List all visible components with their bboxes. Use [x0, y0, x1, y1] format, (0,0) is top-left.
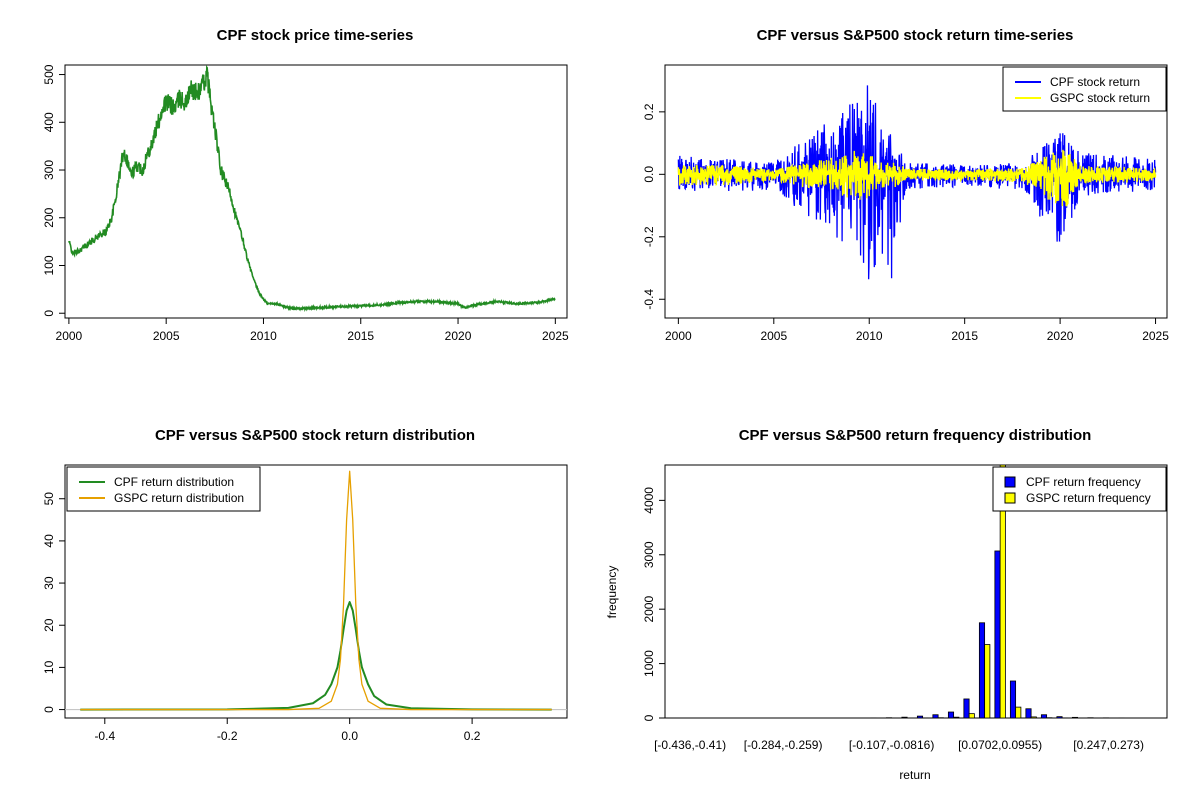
- x-tick-label: 2000: [665, 329, 692, 343]
- bar-gspc: [1030, 716, 1037, 719]
- legend-label: CPF return frequency: [1026, 475, 1141, 489]
- y-tick-label: 40: [42, 534, 56, 548]
- bar-cpf: [994, 550, 1001, 719]
- y-tick-label: 200: [42, 207, 56, 227]
- x-tick-label: -0.4: [94, 729, 115, 743]
- legend-label: GSPC return frequency: [1026, 491, 1151, 505]
- y-tick-label: 0.0: [642, 166, 656, 183]
- bar-gspc: [999, 464, 1006, 719]
- x-tick-label: 2015: [347, 329, 374, 343]
- y-tick-label: 2000: [642, 596, 656, 623]
- y-tick-label: 0: [642, 714, 656, 721]
- y-tick-label: -0.4: [642, 289, 656, 310]
- chart-title: CPF versus S&P500 stock return distribut…: [155, 427, 475, 444]
- x-tick-label: [-0.436,-0.41): [654, 738, 726, 752]
- legend-label: CPF return distribution: [114, 475, 234, 489]
- y-tick-label: 0: [42, 706, 56, 713]
- chart-title: CPF versus S&P500 stock return time-seri…: [757, 27, 1074, 44]
- y-tick-label: 500: [42, 64, 56, 84]
- bar-cpf: [1071, 716, 1079, 719]
- y-tick-label: 10: [42, 660, 56, 674]
- x-axis-label: return: [899, 768, 930, 782]
- x-tick-label: [0.247,0.273): [1073, 738, 1144, 752]
- y-tick-label: 30: [42, 576, 56, 590]
- legend-label: GSPC return distribution: [114, 491, 244, 505]
- legend-box: [66, 466, 261, 512]
- chart-title: CPF stock price time-series: [217, 27, 414, 44]
- y-tick-label: 0: [42, 310, 56, 317]
- panel-price-timeseries: CPF stock price time-series 2000 2005 2010…: [42, 27, 569, 343]
- legend-label: CPF stock return: [1050, 75, 1140, 89]
- bar-cpf: [901, 716, 908, 719]
- y-tick-label: 4000: [642, 487, 656, 514]
- legend-box: [1002, 66, 1167, 112]
- x-tick-label: 0.2: [464, 729, 481, 743]
- legend-box: [992, 466, 1167, 512]
- series-line-cpf-density: [80, 601, 552, 711]
- y-tick-label: 1000: [642, 650, 656, 677]
- bar-cpf: [1009, 680, 1017, 719]
- bar-gspc: [1015, 706, 1022, 719]
- panel-frequency-distribution: CPF versus S&P500 return frequency distr…: [605, 427, 1168, 782]
- x-tick-label: 2025: [1142, 329, 1169, 343]
- legend-swatch: [1004, 492, 1016, 504]
- bar-cpf: [1025, 708, 1032, 719]
- x-tick-label: 2005: [760, 329, 787, 343]
- y-tick-label: 50: [42, 492, 56, 506]
- y-axis-label: frequency: [605, 566, 619, 619]
- x-tick-label: 2005: [153, 329, 180, 343]
- series-line-gspc-return: [677, 149, 1157, 207]
- y-tick-label: 20: [42, 618, 56, 632]
- panel-return-distribution: CPF versus S&P500 stock return distribut…: [42, 427, 568, 743]
- bar-gspc: [953, 716, 960, 719]
- x-tick-label: [-0.107,-0.0816): [849, 738, 934, 752]
- legend-label: GSPC stock return: [1050, 91, 1150, 105]
- y-tick-label: 100: [42, 255, 56, 275]
- x-tick-label: 2020: [445, 329, 472, 343]
- y-tick-label: 0.2: [642, 103, 656, 120]
- x-tick-label: [0.0702,0.0955): [958, 738, 1042, 752]
- bar-cpf: [1040, 714, 1048, 719]
- x-tick-label: 2025: [542, 329, 569, 343]
- x-tick-label: 2010: [856, 329, 883, 343]
- y-tick-label: -0.2: [642, 226, 656, 247]
- bar-cpf: [978, 622, 986, 719]
- x-tick-label: 2010: [250, 329, 277, 343]
- bar-cpf: [932, 714, 939, 719]
- x-tick-label: 2015: [951, 329, 978, 343]
- bar-gspc: [984, 644, 991, 719]
- bar-cpf: [916, 715, 924, 719]
- y-tick-label: 3000: [642, 541, 656, 568]
- y-tick-label: 300: [42, 160, 56, 180]
- legend-swatch: [1004, 476, 1016, 488]
- bar-cpf: [1056, 716, 1063, 719]
- chart-title: CPF versus S&P500 return frequency distr…: [739, 427, 1092, 444]
- panel-return-timeseries: CPF versus S&P500 stock return time-seri…: [642, 27, 1169, 343]
- x-tick-label: [-0.284,-0.259): [744, 738, 823, 752]
- bar-cpf: [947, 711, 955, 719]
- bar-cpf: [963, 698, 970, 719]
- series-line-gspc-density: [80, 470, 552, 711]
- bar-gspc: [968, 713, 975, 719]
- x-tick-label: -0.2: [217, 729, 238, 743]
- x-tick-label: 2000: [56, 329, 83, 343]
- series-line-cpf-price: [68, 65, 556, 313]
- x-tick-label: 0.0: [341, 729, 358, 743]
- y-tick-label: 400: [42, 112, 56, 132]
- x-tick-label: 2020: [1047, 329, 1074, 343]
